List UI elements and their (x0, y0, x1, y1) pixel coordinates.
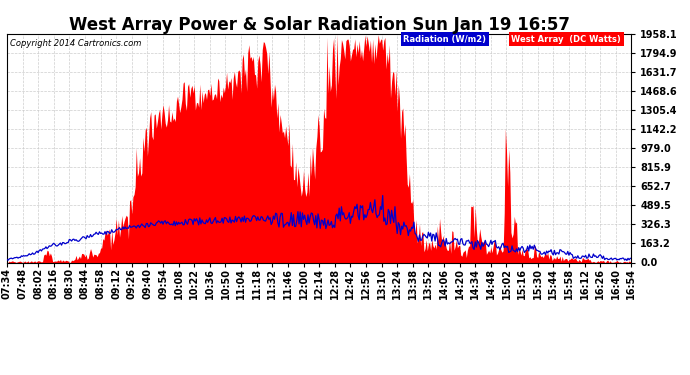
Text: West Array  (DC Watts): West Array (DC Watts) (511, 35, 621, 44)
Text: Radiation (W/m2): Radiation (W/m2) (404, 35, 486, 44)
Text: Copyright 2014 Cartronics.com: Copyright 2014 Cartronics.com (10, 39, 141, 48)
Title: West Array Power & Solar Radiation Sun Jan 19 16:57: West Array Power & Solar Radiation Sun J… (68, 16, 570, 34)
